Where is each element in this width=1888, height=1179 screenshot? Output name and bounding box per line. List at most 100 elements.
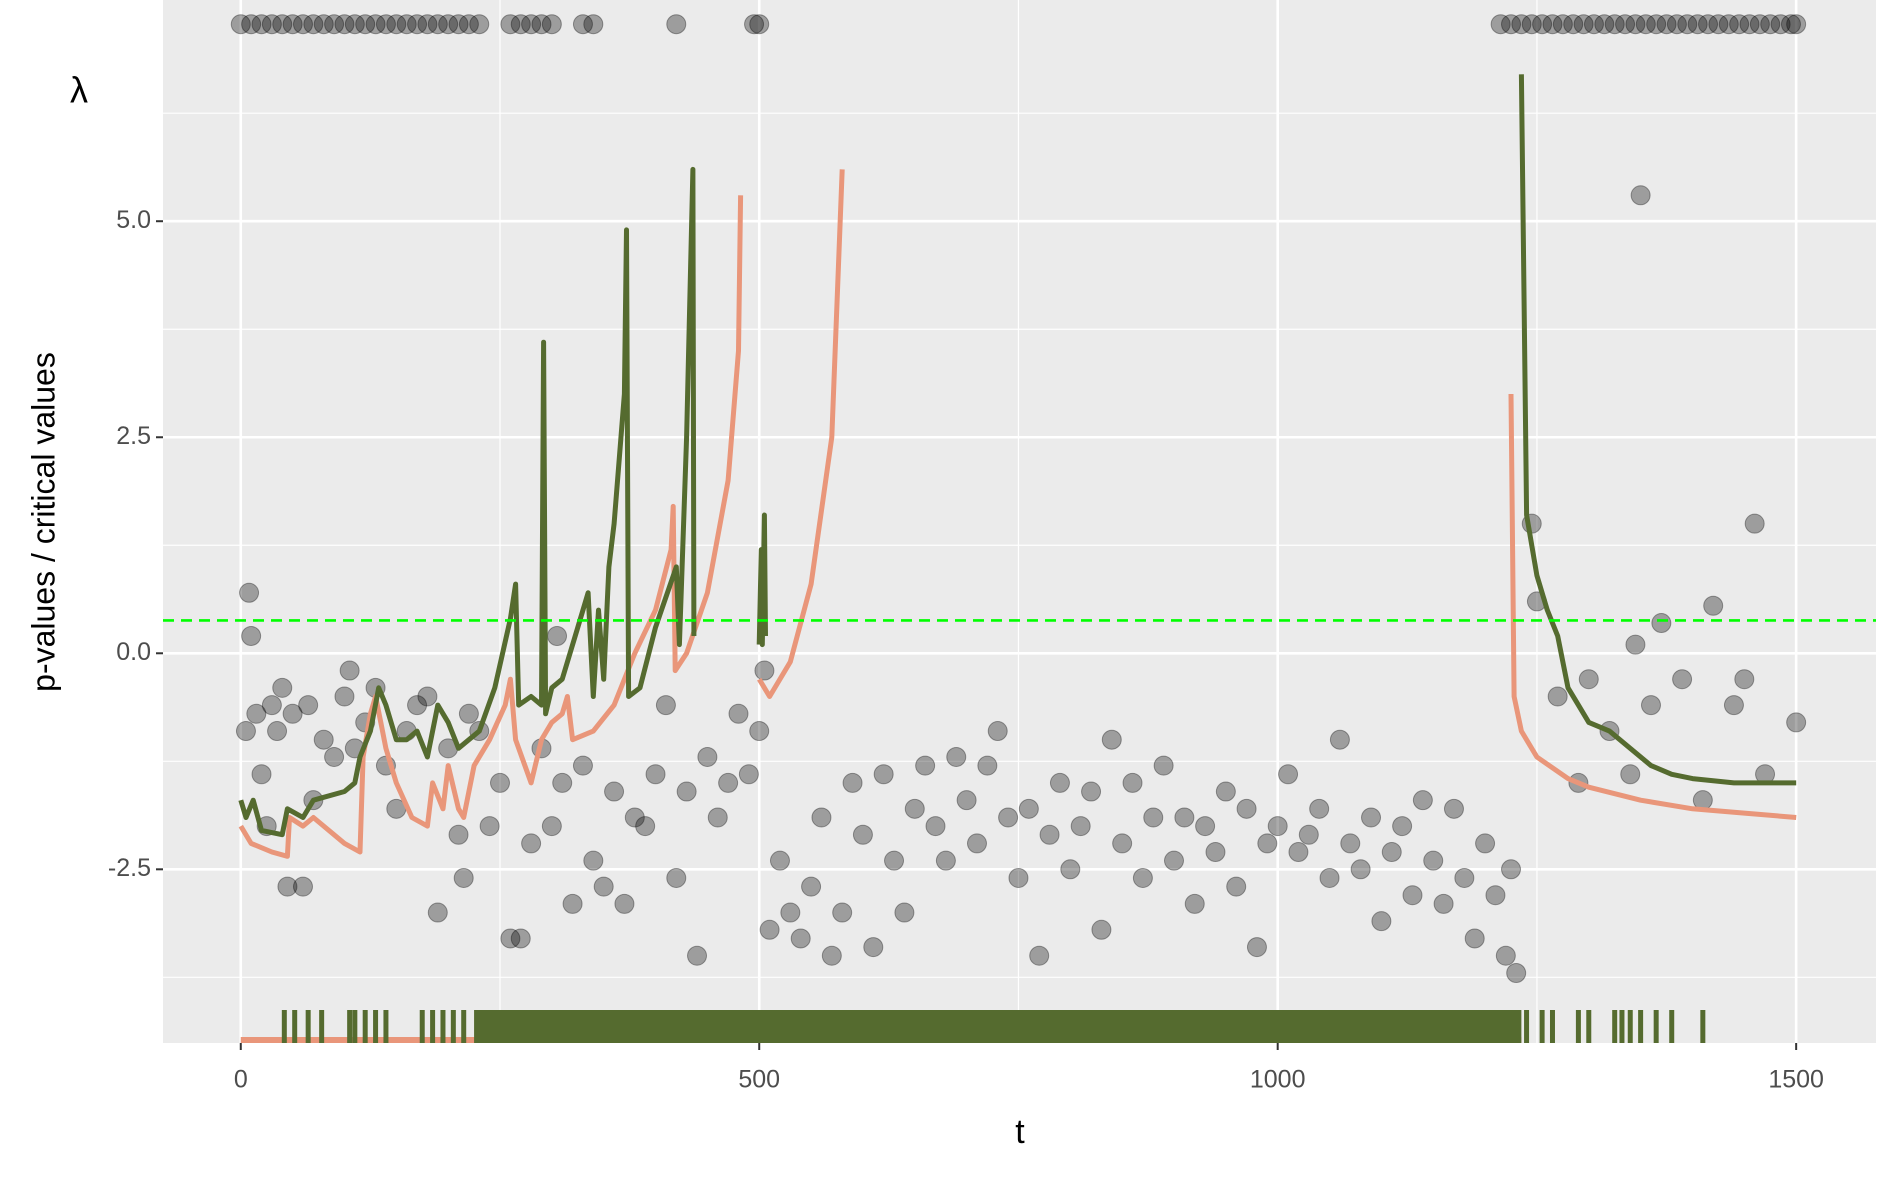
point (769, 850, 790, 871)
point (469, 14, 490, 35)
point (292, 14, 313, 35)
point (873, 764, 894, 785)
point (738, 764, 759, 785)
point (1532, 14, 1553, 35)
point (313, 14, 334, 35)
point (396, 14, 417, 35)
point (531, 14, 552, 35)
point (448, 14, 469, 35)
point (821, 945, 842, 966)
point (344, 14, 365, 35)
point (292, 876, 313, 897)
point (1786, 712, 1807, 733)
point (282, 14, 303, 35)
point (1309, 798, 1330, 819)
point (1101, 729, 1122, 750)
point (1433, 893, 1454, 914)
point (863, 937, 884, 958)
annotation: λ (70, 70, 88, 111)
point (407, 14, 428, 35)
point (246, 703, 267, 724)
point (1749, 14, 1770, 35)
point (458, 703, 479, 724)
point (894, 902, 915, 923)
line (238, 74, 1797, 838)
point (1070, 816, 1091, 837)
point (624, 807, 645, 828)
point (754, 660, 775, 681)
point (1049, 772, 1070, 793)
point (687, 945, 708, 966)
point (282, 703, 303, 724)
point (1164, 850, 1185, 871)
point (1288, 842, 1309, 863)
x-tick-label: 0 (234, 1066, 248, 1094)
point (235, 721, 256, 742)
point (334, 14, 355, 35)
point (987, 721, 1008, 742)
point (1060, 859, 1081, 880)
point (1454, 867, 1475, 888)
point (635, 816, 656, 837)
point (852, 824, 873, 845)
point (1029, 945, 1050, 966)
point (1278, 764, 1299, 785)
point (355, 14, 376, 35)
point (1723, 695, 1744, 716)
point (251, 764, 272, 785)
y-axis-title: p-values / critical values (25, 352, 61, 692)
point (1744, 513, 1765, 534)
point (324, 14, 345, 35)
point (1329, 729, 1350, 750)
point (790, 928, 811, 949)
point (230, 14, 251, 35)
point (1464, 928, 1485, 949)
point (707, 807, 728, 828)
point (1226, 876, 1247, 897)
point (427, 902, 448, 923)
point (998, 807, 1019, 828)
point (500, 14, 521, 35)
point (1174, 807, 1195, 828)
point (1112, 833, 1133, 854)
point (1552, 14, 1573, 35)
point (1475, 833, 1496, 854)
point (676, 781, 697, 802)
point (521, 833, 542, 854)
point (977, 755, 998, 776)
point (1443, 798, 1464, 819)
point (241, 625, 262, 646)
point (541, 14, 562, 35)
point (1091, 919, 1112, 940)
point (407, 695, 428, 716)
point (547, 625, 568, 646)
point (1786, 14, 1807, 35)
point (552, 772, 573, 793)
point (1153, 755, 1174, 776)
point (339, 660, 360, 681)
point (1215, 781, 1236, 802)
point (1319, 867, 1340, 888)
point (1547, 686, 1568, 707)
point (458, 14, 479, 35)
point (1490, 14, 1511, 35)
point (1666, 14, 1687, 35)
point (1770, 14, 1791, 35)
point (728, 703, 749, 724)
point (583, 850, 604, 871)
point (1656, 14, 1677, 35)
point (1672, 669, 1693, 690)
point (1635, 14, 1656, 35)
point (583, 14, 604, 35)
point (780, 902, 801, 923)
point (1423, 850, 1444, 871)
point (453, 867, 474, 888)
point (1195, 816, 1216, 837)
point (645, 764, 666, 785)
point (1018, 798, 1039, 819)
point (884, 850, 905, 871)
point (925, 816, 946, 837)
point (261, 14, 282, 35)
point (1143, 807, 1164, 828)
